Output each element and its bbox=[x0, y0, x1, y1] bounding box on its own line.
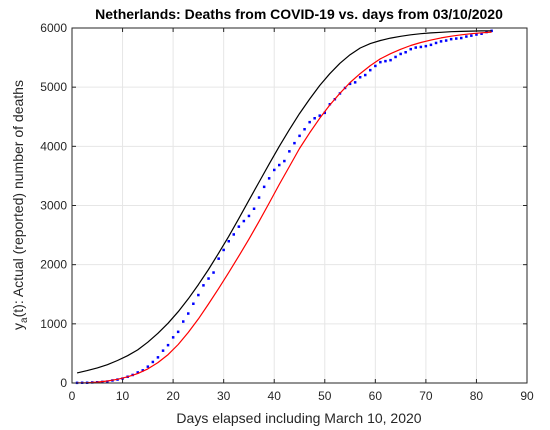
data-point bbox=[187, 312, 190, 315]
data-point bbox=[480, 32, 483, 35]
series-line-1 bbox=[77, 31, 492, 384]
data-point bbox=[429, 43, 433, 47]
data-point bbox=[212, 271, 215, 274]
y-tick-label: 2000 bbox=[40, 258, 67, 272]
x-tick-label: 50 bbox=[318, 389, 332, 403]
x-axis-label: Days elapsed including March 10, 2020 bbox=[176, 410, 421, 426]
data-point bbox=[470, 34, 473, 37]
x-tick-label: 40 bbox=[268, 389, 282, 403]
data-point bbox=[293, 141, 296, 145]
data-point bbox=[374, 64, 377, 68]
data-point bbox=[399, 52, 402, 56]
x-tick-label: 10 bbox=[116, 389, 130, 403]
data-point bbox=[176, 330, 180, 334]
data-point bbox=[136, 371, 139, 374]
data-point bbox=[156, 356, 160, 359]
data-point bbox=[455, 37, 458, 40]
data-point bbox=[257, 196, 261, 199]
data-point bbox=[283, 159, 286, 163]
data-point bbox=[303, 128, 306, 131]
data-point bbox=[490, 29, 493, 33]
data-point bbox=[414, 46, 417, 49]
data-point bbox=[242, 219, 246, 223]
y-axis-label-text: (t): Actual (reported) number of deaths bbox=[10, 80, 26, 317]
data-point bbox=[141, 369, 144, 372]
data-point bbox=[419, 45, 423, 49]
data-point bbox=[278, 163, 281, 167]
data-point bbox=[232, 233, 235, 236]
data-point bbox=[308, 120, 311, 124]
y-tick-label: 5000 bbox=[40, 80, 67, 94]
y-tick-label: 1000 bbox=[40, 317, 67, 331]
data-point bbox=[348, 82, 352, 86]
data-point bbox=[465, 35, 468, 38]
data-point bbox=[202, 284, 205, 287]
y-tick-label: 3000 bbox=[40, 199, 67, 213]
x-tick-label: 80 bbox=[470, 389, 484, 403]
data-point bbox=[379, 60, 382, 64]
y-axis-label: ya(t): Actual (reported) number of death… bbox=[10, 80, 30, 330]
y-tick-label: 0 bbox=[60, 376, 67, 390]
data-point bbox=[369, 68, 372, 72]
data-point bbox=[222, 248, 225, 252]
data-point bbox=[449, 37, 453, 41]
data-point bbox=[475, 33, 478, 36]
data-point bbox=[197, 293, 200, 297]
data-point bbox=[288, 150, 291, 153]
axis-ticks: 0 10 20 30 40 50 60 70 80 90 0 1000 2000 3000 4000 5000… bbox=[40, 21, 534, 403]
data-point bbox=[237, 225, 241, 228]
data-point bbox=[171, 336, 175, 339]
data-point bbox=[252, 207, 256, 210]
x-tick-label: 0 bbox=[69, 389, 76, 403]
data-point bbox=[394, 55, 397, 59]
x-tick-label: 90 bbox=[520, 389, 534, 403]
data-point bbox=[217, 257, 220, 260]
data-point bbox=[460, 36, 463, 40]
data-point bbox=[166, 343, 170, 347]
data-point bbox=[313, 117, 316, 120]
data-point bbox=[318, 114, 321, 117]
y-tick-label: 6000 bbox=[40, 21, 67, 35]
data-point bbox=[298, 134, 301, 138]
data-point bbox=[358, 76, 362, 79]
data-point bbox=[364, 73, 367, 77]
data-point bbox=[161, 349, 165, 352]
data-point bbox=[439, 40, 443, 43]
data-point bbox=[151, 360, 155, 364]
data-point bbox=[353, 81, 357, 84]
x-tick-label: 60 bbox=[369, 389, 383, 403]
data-point bbox=[262, 185, 266, 189]
data-point bbox=[434, 41, 438, 45]
data-point bbox=[267, 177, 271, 180]
y-tick-label: 4000 bbox=[40, 139, 67, 153]
data-point bbox=[273, 168, 276, 172]
data-point bbox=[227, 240, 230, 243]
y-axis-label-symbol: y bbox=[10, 323, 26, 330]
data-point bbox=[424, 44, 428, 48]
y-axis-label-subscript: a bbox=[19, 317, 30, 323]
data-point bbox=[444, 39, 448, 42]
data-point bbox=[182, 320, 185, 323]
plot-series bbox=[75, 29, 493, 385]
data-point bbox=[389, 58, 392, 62]
data-point bbox=[404, 51, 407, 54]
data-point bbox=[384, 59, 387, 63]
data-point bbox=[247, 214, 251, 218]
data-point bbox=[146, 365, 150, 368]
series-line-2 bbox=[76, 30, 492, 374]
x-tick-label: 20 bbox=[166, 389, 180, 403]
x-tick-label: 30 bbox=[217, 389, 231, 403]
data-point bbox=[323, 111, 326, 115]
data-point bbox=[192, 302, 195, 305]
x-tick-label: 70 bbox=[419, 389, 433, 403]
chart-title: Netherlands: Deaths from COVID-19 vs. da… bbox=[95, 6, 503, 22]
data-point bbox=[409, 47, 412, 51]
data-point bbox=[207, 277, 210, 280]
